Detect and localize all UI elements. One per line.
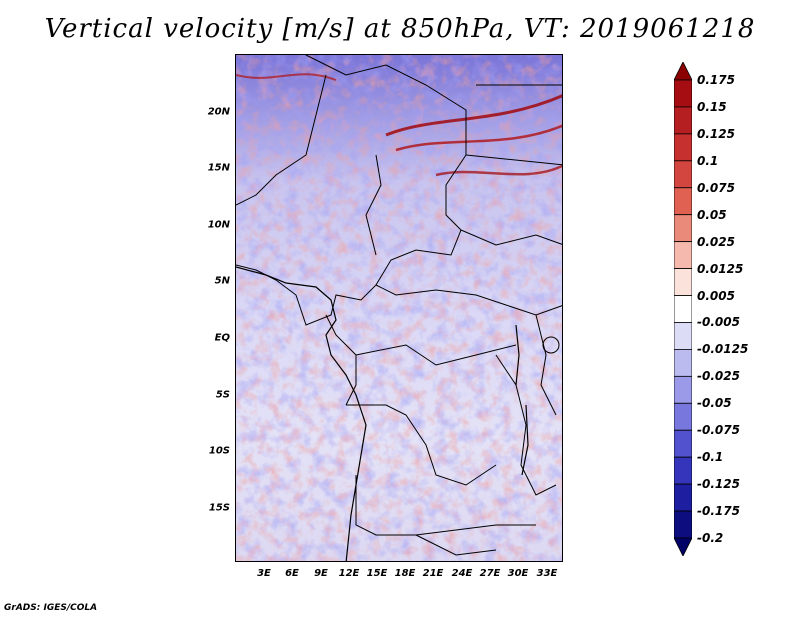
lon-label-21e: 21E	[422, 568, 444, 579]
colorbar-label: 0.15	[697, 99, 727, 114]
map-title: Vertical velocity [m/s] at 850hPa, VT: 2…	[44, 14, 756, 44]
colorbar-label: -0.1	[697, 450, 724, 465]
colorbar-label: 0.075	[697, 180, 735, 195]
colorbar-swatch	[674, 456, 692, 485]
colorbar-label: 0.125	[697, 126, 735, 141]
colorbar-swatch	[674, 106, 692, 135]
colorbar-label: -0.05	[697, 396, 732, 411]
grads-credit: GrADS: IGES/COLA	[4, 603, 98, 613]
lon-label-3e: 3E	[257, 568, 271, 579]
colorbar-swatch	[674, 349, 692, 377]
lon-label-9e: 9E	[314, 568, 328, 579]
lon-label-15e: 15E	[366, 568, 388, 579]
colorbar-label: -0.175	[697, 504, 740, 519]
colorbar-label: -0.075	[697, 423, 740, 438]
colorbar-swatch	[674, 160, 692, 189]
lon-label-30e: 30E	[507, 568, 529, 579]
lon-label-12e: 12E	[338, 568, 360, 579]
colorbar-label: 0.0125	[697, 261, 744, 276]
colorbar-label: -0.2	[697, 531, 724, 545]
lon-label-33e: 33E	[536, 568, 558, 579]
lon-label-27e: 27E	[479, 568, 501, 579]
colorbar-label: -0.005	[697, 315, 740, 330]
lat-label-10n: 10N	[207, 219, 230, 231]
lat-label-20n: 20N	[207, 106, 230, 118]
colorbar-label: -0.025	[697, 369, 740, 384]
colorbar-swatch	[674, 268, 692, 296]
velocity-field	[236, 55, 562, 561]
colorbar-label: 0.005	[697, 288, 735, 303]
lat-label-15s: 15S	[208, 502, 230, 514]
lat-label-5s: 5S	[215, 389, 230, 401]
colorbar-swatch	[674, 133, 692, 162]
colorbar-label: 0.175	[697, 73, 735, 87]
lat-label-5n: 5N	[214, 275, 230, 287]
colorbar-label: -0.0125	[697, 342, 749, 357]
colorbar-min-arrow	[674, 537, 692, 556]
colorbar-swatch	[674, 483, 692, 512]
lat-label-eq: EQ	[214, 332, 230, 344]
lon-label-6e: 6E	[285, 568, 299, 579]
colorbar-swatch	[674, 79, 692, 108]
colorbar-swatch	[674, 375, 692, 404]
lat-label-10s: 10S	[208, 445, 230, 457]
colorbar-swatch	[674, 429, 692, 458]
colorbar-label: -0.125	[697, 477, 740, 492]
colorbar-swatch	[674, 187, 692, 216]
colorbar-swatch	[674, 510, 692, 539]
lat-label-15n: 15N	[207, 162, 230, 174]
velocity-map	[235, 54, 563, 562]
lon-label-18e: 18E	[394, 568, 416, 579]
colorbar-swatch	[674, 402, 692, 431]
colorbar-max-arrow	[674, 62, 692, 81]
colorbar-swatch	[674, 322, 692, 350]
lon-label-24e: 24E	[451, 568, 473, 579]
colorbar-label: 0.025	[697, 234, 735, 249]
colorbar-label: 0.05	[697, 207, 727, 222]
colorbar-swatch	[674, 241, 692, 269]
colorbar	[674, 62, 692, 556]
colorbar-label: 0.1	[697, 153, 719, 168]
colorbar-swatch	[674, 295, 692, 323]
colorbar-swatch	[674, 214, 692, 243]
